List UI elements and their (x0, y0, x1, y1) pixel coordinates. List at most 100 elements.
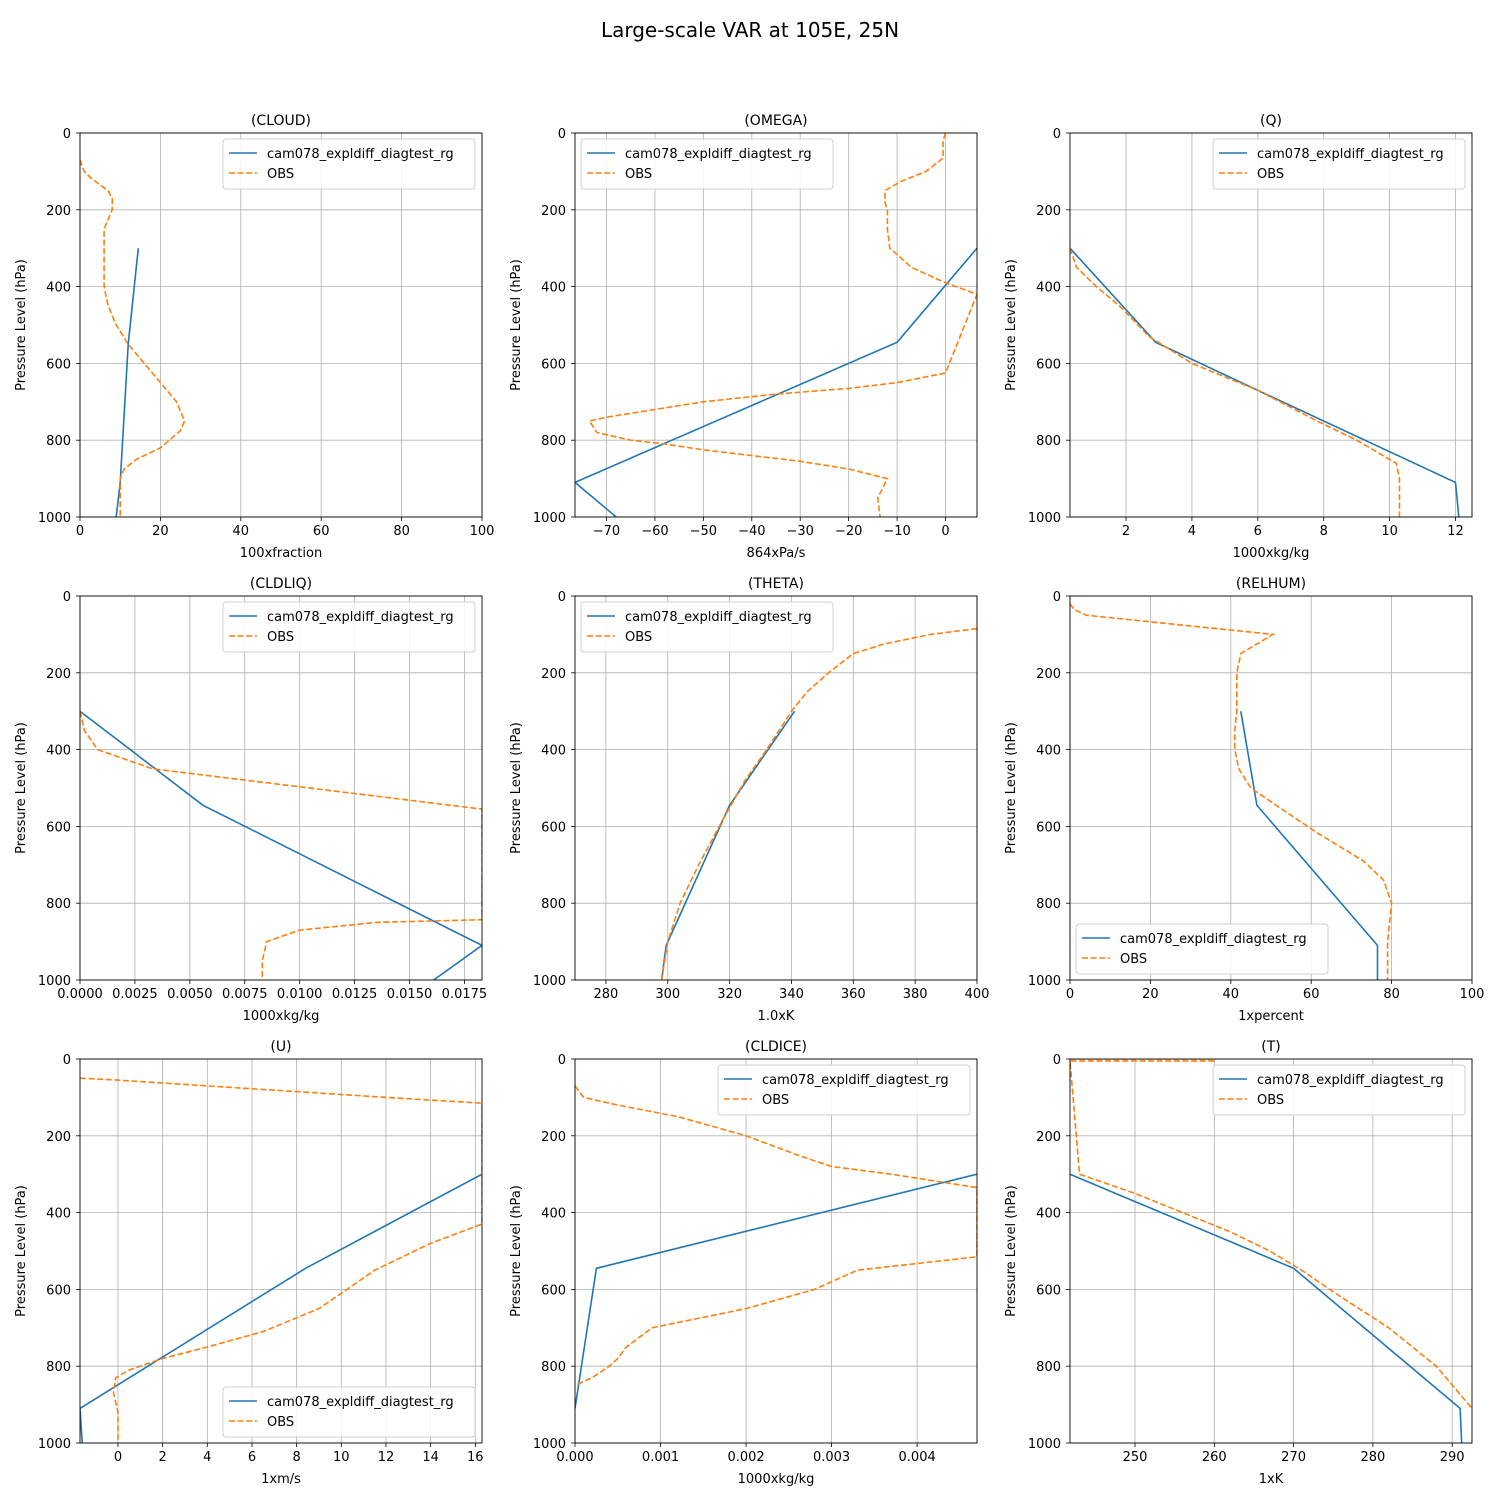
legend[interactable]: cam078_expldiff_diagtest_rg OBS (1212, 1064, 1466, 1116)
y-tick-label: 200 (46, 667, 71, 682)
legend-model-label: cam078_expldiff_diagtest_rg (267, 610, 454, 625)
legend-model-label: cam078_expldiff_diagtest_rg (625, 147, 812, 162)
y-axis-label: Pressure Level (hPa) (509, 722, 524, 854)
x-tick-label: 100 (1460, 987, 1485, 1002)
obs-series-line (1070, 603, 1393, 980)
legend[interactable]: cam078_expldiff_diagtest_rg OBS (1212, 138, 1466, 190)
y-tick-label: 0 (63, 1053, 71, 1068)
panel-relhum: 0 20 40 60 80 10002004006008001000(RELHUM)1xp… (1004, 576, 1484, 1024)
y-tick-label: 400 (541, 744, 566, 759)
y-axis-label: Pressure Level (hPa) (509, 1185, 524, 1317)
legend[interactable]: cam078_expldiff_diagtest_rg OBS (222, 1386, 476, 1438)
x-tick-label: 80 (1383, 987, 1400, 1002)
legend[interactable]: cam078_expldiff_diagtest_rg OBS (580, 138, 834, 190)
y-tick-label: 1000 (38, 974, 71, 989)
x-tick-label: 0.0050 (167, 987, 213, 1002)
panel-title: (RELHUM) (1236, 576, 1306, 592)
legend[interactable]: cam078_expldiff_diagtest_rg OBS (717, 1064, 971, 1116)
y-tick-label: 1000 (533, 974, 566, 989)
x-tick-label: 0.0100 (277, 987, 323, 1002)
panel-cldliq: 0.0000 0.0025 0.0050 0.0075 0.0100 0.0125 0.01… (14, 576, 487, 1024)
legend[interactable]: cam078_expldiff_diagtest_rg OBS (1075, 923, 1329, 975)
y-axis-label: Pressure Level (hPa) (1004, 259, 1019, 391)
y-tick-label: 400 (46, 281, 71, 296)
y-tick-label: 0 (558, 127, 566, 142)
legend-obs-label: OBS (1257, 1093, 1284, 1108)
legend[interactable]: cam078_expldiff_diagtest_rg OBS (222, 601, 476, 653)
y-tick-label: 200 (541, 667, 566, 682)
legend-model-label: cam078_expldiff_diagtest_rg (1257, 1073, 1444, 1088)
y-tick-label: 200 (1036, 667, 1061, 682)
panel-title: (OMEGA) (744, 113, 807, 129)
x-tick-label: 10 (333, 1450, 350, 1465)
axes-frame (574, 132, 978, 518)
y-tick-label: 800 (1036, 434, 1061, 449)
x-axis-label: 1xpercent (1238, 1009, 1304, 1024)
x-tick-label: 60 (1303, 987, 1320, 1002)
model-series-line (575, 1173, 977, 1409)
axes-frame (574, 1058, 978, 1444)
model-series-line (1070, 1173, 1463, 1443)
x-tick-label: 0.0150 (387, 987, 433, 1002)
panel-cloud: 0 20 40 60 80 10002004006008001000(CLOUD)100x… (14, 113, 494, 561)
figure-suptitle: Large-scale VAR at 105E, 25N (601, 18, 899, 42)
legend-obs-label: OBS (1257, 167, 1284, 182)
panel-cldice: 0.000 0.001 0.002 0.003 0.004 0 200 400 600 800 10… (509, 1039, 978, 1487)
y-tick-label: 1000 (1028, 1437, 1061, 1452)
x-tick-label: 20 (152, 524, 169, 539)
x-tick-label: 4 (203, 1450, 211, 1465)
y-axis-label: Pressure Level (hPa) (509, 259, 524, 391)
legend[interactable]: cam078_expldiff_diagtest_rg OBS (580, 601, 834, 653)
legend-model-label: cam078_expldiff_diagtest_rg (1120, 932, 1307, 947)
y-tick-label: 200 (541, 1130, 566, 1145)
y-tick-label: 400 (46, 744, 71, 759)
legend-model-label: cam078_expldiff_diagtest_rg (267, 147, 454, 162)
y-tick-label: 800 (1036, 897, 1061, 912)
model-series-line (575, 247, 977, 517)
legend-model-label: cam078_expldiff_diagtest_rg (625, 610, 812, 625)
y-axis-label: Pressure Level (hPa) (14, 1185, 29, 1317)
y-tick-label: 400 (541, 1207, 566, 1222)
x-tick-label: 340 (779, 987, 804, 1002)
x-tick-label: −60 (641, 524, 668, 539)
axes-frame (79, 1058, 483, 1444)
legend[interactable]: cam078_expldiff_diagtest_rg OBS (222, 138, 476, 190)
x-tick-label: 40 (1223, 987, 1240, 1002)
y-tick-label: 1000 (1028, 511, 1061, 526)
legend-model-label: cam078_expldiff_diagtest_rg (762, 1073, 949, 1088)
x-tick-label: 40 (233, 524, 250, 539)
y-tick-label: 200 (1036, 1130, 1061, 1145)
x-tick-label: −40 (738, 524, 765, 539)
axes-frame (574, 595, 978, 981)
x-tick-label: 8 (1320, 524, 1328, 539)
x-tick-label: 20 (1142, 987, 1159, 1002)
panel-title: (CLDLIQ) (250, 576, 312, 592)
y-tick-label: 800 (541, 1360, 566, 1375)
y-tick-label: 400 (541, 281, 566, 296)
y-tick-label: 800 (46, 1360, 71, 1375)
y-tick-label: 600 (46, 357, 71, 372)
y-tick-label: 0 (63, 590, 71, 605)
y-tick-label: 800 (46, 434, 71, 449)
axes-frame (79, 595, 483, 981)
model-series-line (80, 710, 482, 980)
x-tick-label: 270 (1281, 1450, 1306, 1465)
x-axis-label: 1xm/s (261, 1472, 301, 1487)
x-tick-label: 0.0125 (332, 987, 378, 1002)
y-tick-label: 0 (558, 1053, 566, 1068)
y-tick-label: 600 (1036, 820, 1061, 835)
legend-obs-label: OBS (625, 630, 652, 645)
y-tick-label: 600 (46, 820, 71, 835)
obs-series-line (575, 1085, 977, 1387)
obs-series-line (1070, 1059, 1472, 1409)
y-tick-label: 800 (541, 897, 566, 912)
y-tick-label: 1000 (38, 511, 71, 526)
x-tick-label: 6 (248, 1450, 256, 1465)
legend-model-label: cam078_expldiff_diagtest_rg (267, 1395, 454, 1410)
x-tick-label: 12 (1447, 524, 1464, 539)
y-tick-label: 200 (46, 204, 71, 219)
y-tick-label: 1000 (533, 1437, 566, 1452)
y-tick-label: 400 (46, 1207, 71, 1222)
x-tick-label: 0.0075 (222, 987, 268, 1002)
